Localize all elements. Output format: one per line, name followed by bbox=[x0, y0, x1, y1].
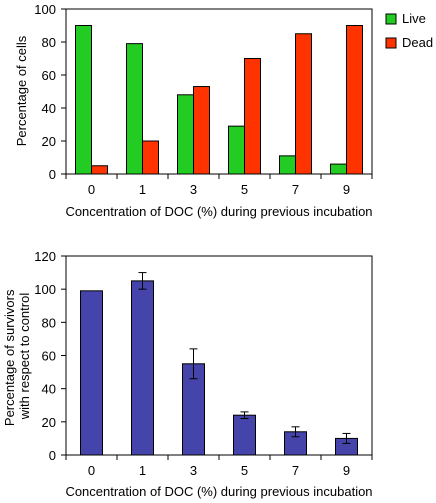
bar-dead bbox=[295, 33, 312, 175]
x-ticks: 0 1 3 5 7 9 bbox=[65, 174, 373, 197]
legend-swatch-live bbox=[385, 13, 397, 25]
legend-swatch-dead bbox=[385, 37, 397, 49]
bar-live bbox=[330, 163, 347, 175]
x-tick-label: 5 bbox=[241, 463, 248, 478]
legend-label-dead: Dead bbox=[402, 35, 433, 50]
y-tick-label: 100 bbox=[34, 282, 56, 297]
y-axis-label-line2: with respect to control bbox=[17, 293, 32, 421]
y-tick-label: 80 bbox=[42, 315, 56, 330]
bar-dead bbox=[346, 25, 363, 175]
x-tick-label: 5 bbox=[241, 182, 248, 197]
x-tick-label: 9 bbox=[343, 182, 350, 197]
x-tick-label: 0 bbox=[88, 182, 95, 197]
legend-label-live: Live bbox=[402, 11, 426, 26]
y-axis-label: Percentage of cells bbox=[14, 35, 29, 146]
y-tick-label: 60 bbox=[42, 349, 56, 364]
bar-dead bbox=[244, 58, 261, 175]
y-tick-label: 40 bbox=[42, 101, 56, 116]
x-tick-label: 3 bbox=[190, 463, 197, 478]
bar-dead bbox=[142, 140, 159, 175]
x-tick-label: 0 bbox=[88, 463, 95, 478]
bar-live bbox=[279, 155, 296, 175]
bar-live bbox=[177, 94, 194, 175]
bar-live bbox=[126, 43, 143, 175]
bar-dead bbox=[91, 165, 108, 175]
legend: Live Dead bbox=[385, 11, 433, 50]
plot-frame bbox=[65, 255, 373, 456]
x-axis-label: Concentration of DOC (%) during previous… bbox=[65, 484, 372, 499]
bar-dead bbox=[193, 86, 210, 175]
x-tick-label: 3 bbox=[190, 182, 197, 197]
bars bbox=[75, 25, 363, 175]
y-tick-label: 60 bbox=[42, 68, 56, 83]
bar-value bbox=[233, 414, 256, 456]
y-ticks: 0 20 40 60 80 100 120 bbox=[34, 249, 66, 463]
x-tick-label: 9 bbox=[343, 463, 350, 478]
x-ticks: 0 1 3 5 7 9 bbox=[65, 455, 373, 478]
y-tick-label: 80 bbox=[42, 35, 56, 50]
bar-live bbox=[75, 25, 92, 175]
y-axis-label: Percentage of survivors with respect to … bbox=[2, 286, 32, 426]
x-tick-label: 1 bbox=[139, 182, 146, 197]
y-tick-label: 0 bbox=[49, 167, 56, 182]
y-axis-label-line1: Percentage of survivors bbox=[2, 289, 17, 426]
chart-survivors: 0 20 40 60 80 100 120 0 1 3 5 7 9 Percentage of sur… bbox=[2, 249, 373, 499]
y-tick-label: 40 bbox=[42, 382, 56, 397]
bars bbox=[80, 272, 358, 456]
y-tick-label: 20 bbox=[42, 415, 56, 430]
y-tick-label: 0 bbox=[49, 448, 56, 463]
y-tick-label: 20 bbox=[42, 134, 56, 149]
y-tick-label: 120 bbox=[34, 249, 56, 264]
y-tick-label: 100 bbox=[34, 2, 56, 17]
legend-item-dead: Dead bbox=[385, 35, 433, 50]
x-tick-label: 7 bbox=[292, 182, 299, 197]
x-axis-label: Concentration of DOC (%) during previous… bbox=[65, 204, 372, 219]
x-tick-label: 7 bbox=[292, 463, 299, 478]
legend-item-live: Live bbox=[385, 11, 426, 26]
bar-live bbox=[228, 125, 245, 175]
bar-value bbox=[80, 290, 103, 456]
plot-frame bbox=[65, 8, 373, 175]
y-ticks: 0 20 40 60 80 100 bbox=[34, 2, 66, 182]
x-tick-label: 1 bbox=[139, 463, 146, 478]
bar-value bbox=[131, 280, 154, 456]
